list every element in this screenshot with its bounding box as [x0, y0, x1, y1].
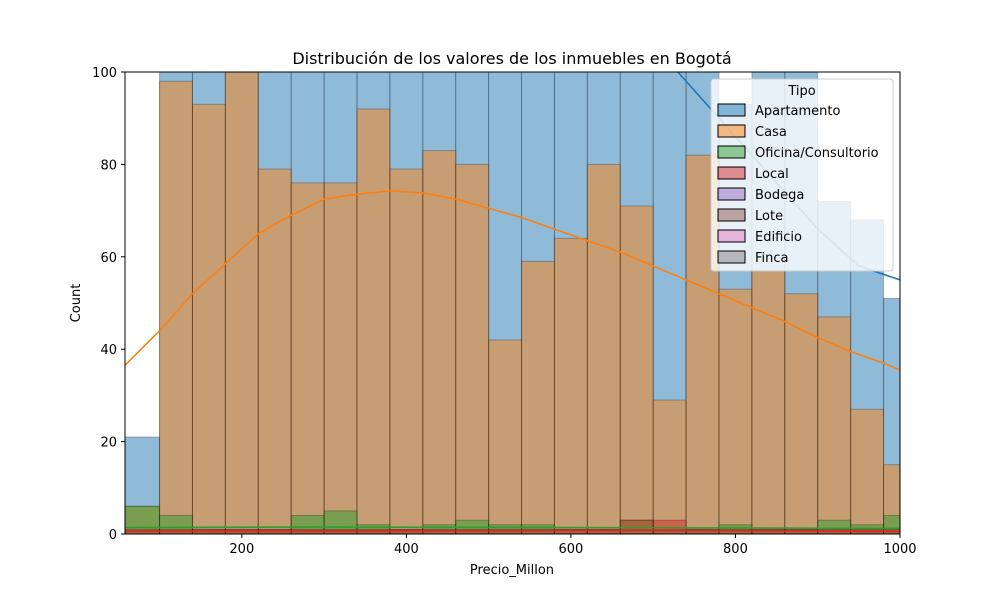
kde-line: [125, 189, 900, 371]
y-tick-label: 20: [100, 436, 117, 451]
histogram-bar: [224, 72, 259, 534]
histogram-bar: [159, 80, 193, 534]
histogram-bar: [521, 260, 555, 534]
x-axis: 200 400 600 800 1000: [229, 534, 917, 557]
histogram-bar: [521, 528, 555, 534]
histogram-bar: [553, 237, 588, 534]
y-tick-label: 0: [109, 528, 117, 543]
legend-swatch: [717, 187, 746, 201]
histogram-bar: [422, 150, 457, 534]
legend-label: Bodega: [755, 188, 804, 203]
legend-swatch: [717, 145, 746, 159]
legend: Tipo Apartamento Casa Oficina/Consultorio L…: [710, 78, 894, 272]
x-tick-label: 200: [229, 542, 254, 557]
legend-label: Casa: [755, 125, 787, 140]
y-axis-label: Count: [69, 284, 84, 323]
legend-label: Local: [755, 167, 789, 182]
legend-swatch: [717, 208, 746, 222]
legend-label: Edificio: [755, 230, 802, 245]
histogram-bar: [455, 163, 490, 534]
legend-label: Lote: [755, 209, 783, 224]
legend-items: Apartamento Casa Oficina/Consultorio Local B…: [717, 103, 879, 266]
legend-swatch: [717, 166, 746, 180]
legend-label: Apartamento: [755, 104, 841, 119]
histogram-bar: [323, 182, 358, 534]
legend-swatch: [717, 229, 746, 243]
y-axis: 0 20 40 60 80 100: [92, 66, 125, 543]
legend-swatch: [717, 250, 746, 264]
histogram-bar: [718, 288, 753, 534]
legend-swatch: [717, 103, 746, 117]
histogram-bar: [586, 163, 621, 534]
plot-area: [125, 72, 900, 534]
x-tick-label: 1000: [883, 542, 916, 557]
y-tick-label: 60: [100, 251, 117, 266]
x-tick-label: 600: [558, 542, 583, 557]
histogram-bar: [290, 182, 325, 534]
legend-label: Finca: [755, 251, 789, 266]
y-tick-label: 80: [100, 158, 117, 173]
histogram-bar: [817, 316, 852, 534]
histogram-bar: [356, 108, 391, 534]
legend-swatch: [717, 124, 746, 138]
histogram-bar: [784, 293, 819, 534]
axes-frame: [124, 71, 901, 535]
series-casa: [125, 72, 900, 534]
y-tick-label: 40: [100, 343, 117, 358]
histogram-bar: [191, 103, 226, 534]
x-axis-label: Precio_Millon: [470, 563, 554, 578]
y-tick-label: 100: [92, 66, 117, 81]
x-tick-label: 800: [723, 542, 748, 557]
kde-line: [125, 529, 900, 533]
histogram-bar: [619, 205, 654, 534]
x-tick-label: 400: [394, 542, 419, 557]
histogram-bar: [389, 168, 424, 534]
histogram-bar: [850, 408, 885, 534]
legend-label: Oficina/Consultorio: [755, 146, 879, 161]
histogram-bar: [652, 399, 687, 534]
legend-title: Tipo: [787, 84, 815, 99]
chart-title: Distribución de los valores de los inmue…: [292, 49, 731, 68]
kde-line: [125, 526, 900, 530]
histogram-bar: [488, 339, 523, 534]
legend-box: [710, 78, 894, 272]
